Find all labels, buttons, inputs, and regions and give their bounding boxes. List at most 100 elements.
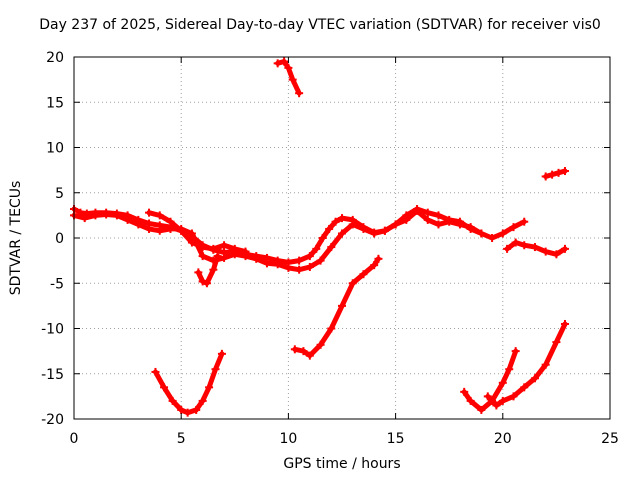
data-point [220, 253, 229, 262]
data-point [370, 229, 379, 238]
data-point [520, 383, 529, 392]
data-point [520, 241, 529, 250]
data-point [187, 238, 196, 247]
data-point [280, 57, 289, 66]
data-point [198, 243, 207, 252]
data-point [273, 59, 282, 68]
data-point [305, 351, 314, 360]
data-point [552, 250, 561, 259]
data-point [359, 224, 368, 233]
data-point [166, 224, 175, 233]
series-line-arc-7 [292, 256, 381, 359]
data-point [112, 211, 121, 220]
data-point [295, 89, 304, 98]
data-point [503, 244, 512, 253]
series-line-arc-1 [71, 206, 484, 265]
y-tick-label: -20 [41, 412, 64, 428]
data-point [312, 244, 321, 253]
data-point [498, 378, 507, 387]
data-point [134, 220, 143, 229]
series-line-arc-6 [153, 351, 225, 416]
data-point [374, 254, 383, 263]
y-tick-label: -15 [41, 367, 64, 383]
data-point [288, 75, 297, 84]
data-point [391, 220, 400, 229]
data-point [434, 211, 443, 220]
data-point [160, 383, 169, 392]
data-point [102, 210, 111, 219]
data-point [299, 347, 308, 356]
data-point [230, 244, 239, 253]
data-point [209, 244, 218, 253]
data-point [483, 392, 492, 401]
data-point [123, 215, 132, 224]
data-point [560, 167, 569, 176]
data-series-group [70, 57, 569, 417]
data-point [168, 396, 177, 405]
data-point [554, 168, 563, 177]
y-tick-label: 0 [55, 231, 64, 247]
data-point [183, 408, 192, 417]
data-point [155, 226, 164, 235]
data-point [316, 256, 325, 265]
data-point [338, 214, 346, 223]
data-point [295, 256, 304, 265]
data-point [305, 262, 314, 271]
data-point [413, 206, 422, 215]
data-point [505, 365, 514, 374]
data-point [295, 265, 304, 274]
data-point [541, 172, 550, 181]
data-point [316, 340, 325, 349]
data-point [205, 383, 214, 392]
data-point [252, 254, 261, 263]
data-point [209, 265, 218, 274]
data-point [80, 214, 89, 223]
grid-lines [74, 57, 610, 419]
y-tick-label: 15 [46, 95, 64, 111]
data-point [455, 220, 464, 229]
data-point [220, 241, 229, 250]
data-point [305, 252, 314, 261]
axis-ticks: 0 5 10 15 20 25 -20 -15 -10 -5 0 5 10 15 20 [41, 50, 619, 447]
data-point [511, 238, 520, 247]
data-point [327, 324, 336, 333]
data-point [359, 270, 368, 279]
data-point [520, 217, 529, 226]
data-point [560, 244, 569, 253]
y-axis-label: SDTVAR / TECUs [8, 180, 24, 296]
y-tick-label: -10 [41, 322, 64, 338]
data-point [541, 360, 550, 369]
data-point [423, 215, 432, 224]
y-tick-label: -5 [50, 276, 64, 292]
data-point [198, 277, 207, 286]
data-point [477, 405, 486, 414]
data-point [166, 217, 175, 226]
data-point [548, 170, 557, 179]
x-axis-label: GPS time / hours [283, 456, 401, 472]
y-tick-label: 10 [46, 141, 64, 157]
data-point [151, 367, 160, 376]
data-point [177, 226, 186, 235]
data-point [241, 247, 250, 256]
data-point [530, 243, 539, 252]
data-point [194, 268, 203, 277]
data-point [488, 234, 497, 242]
data-point [492, 401, 501, 410]
data-point [560, 319, 569, 328]
data-point [331, 217, 340, 226]
x-tick-label: 10 [279, 431, 297, 447]
data-point [177, 405, 186, 414]
data-point [145, 224, 154, 233]
data-point [290, 345, 299, 354]
data-point [402, 215, 411, 224]
data-point [511, 347, 520, 356]
y-tick-label: 20 [46, 50, 64, 66]
chart-title: Day 237 of 2025, Sidereal Day-to-day VTE… [39, 17, 601, 33]
data-point [530, 374, 539, 383]
data-point [466, 223, 475, 232]
x-tick-label: 15 [387, 431, 405, 447]
data-point [348, 220, 357, 229]
x-tick-label: 25 [601, 431, 619, 447]
data-point [466, 396, 475, 405]
